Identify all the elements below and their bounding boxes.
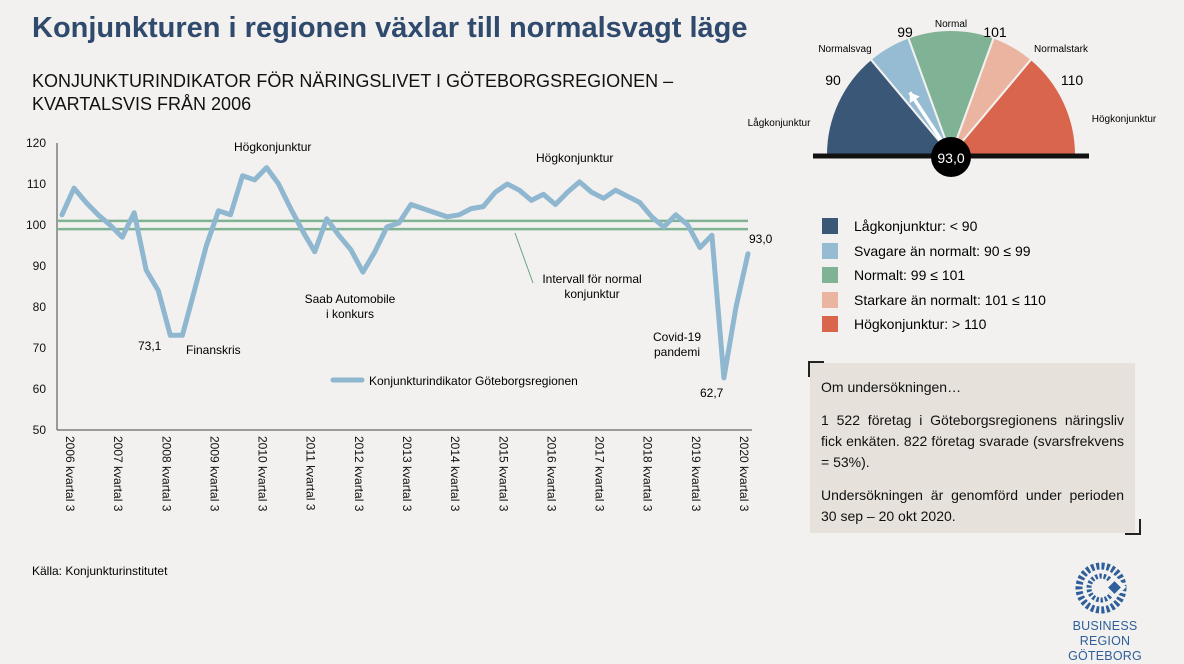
gauge-value-label: 93,0 (937, 150, 964, 166)
x-tick-label: 2015 kvartal 3 (496, 436, 510, 512)
annotation-min-2008: 73,1 (138, 339, 162, 353)
survey-info-box: Om undersökningen… 1 522 företag i Göteb… (810, 363, 1135, 533)
legend-swatch (822, 243, 838, 259)
gauge-label-hogkonjunktur: Högkonjunktur (1092, 114, 1157, 125)
x-tick-label: 2017 kvartal 3 (593, 436, 607, 512)
x-tick-label: 2011 kvartal 3 (304, 436, 318, 511)
source-note: Källa: Konjunkturinstitutet (32, 564, 167, 578)
gauge-boundary-101: 101 (983, 24, 1007, 40)
legend-label: Normalt: 99 ≤ 101 (854, 267, 965, 283)
x-tick-label: 2020 kvartal 3 (737, 436, 751, 512)
legend-item: Högkonjunktur: > 110 (822, 312, 1046, 337)
logo-line-2: GÖTEBORG (1050, 649, 1160, 664)
gauge-legend: Lågkonjunktur: < 90 Svagare än normalt: 9… (822, 214, 1046, 337)
gauge-boundary-110: 110 (1061, 72, 1084, 88)
gauge-label-lagkonjunktur: Lågkonjunktur (748, 117, 811, 129)
y-tick-label: 50 (33, 423, 47, 437)
annotation-last-value: 93,0 (749, 232, 773, 246)
gauge-label-normalsvag: Normalsvag (818, 44, 871, 55)
legend-swatch (822, 292, 838, 308)
gauge-chart: 93,0 90 99 101 110 Lågkonjunktur Normalsvag Nor… (0, 0, 1184, 200)
gauge-boundary-99: 99 (897, 24, 913, 40)
info-paragraph-responses: 1 522 företag i Göteborgsregionens närin… (821, 410, 1124, 473)
legend-swatch (822, 218, 838, 234)
legend-label: Svagare än normalt: 90 ≤ 99 (854, 243, 1031, 259)
info-corner-top-left (808, 361, 824, 377)
x-tick-label: 2009 kvartal 3 (207, 436, 221, 512)
x-tick-label: 2006 kvartal 3 (63, 436, 77, 512)
legend-item: Lågkonjunktur: < 90 (822, 214, 1046, 239)
info-paragraph-period: Undersökningen är genomförd under period… (821, 485, 1124, 527)
x-tick-label: 2007 kvartal 3 (111, 436, 125, 512)
gauge-boundary-90: 90 (825, 72, 841, 88)
gauge-label-normal: Normal (935, 19, 967, 30)
x-tick-label: 2010 kvartal 3 (256, 436, 270, 512)
y-tick-label: 90 (33, 259, 47, 273)
intervall-leader-line (515, 233, 533, 283)
x-tick-label: 2016 kvartal 3 (544, 436, 558, 512)
legend-item: Svagare än normalt: 90 ≤ 99 (822, 239, 1046, 264)
x-tick-label: 2018 kvartal 3 (641, 436, 655, 512)
legend-label: Högkonjunktur: > 110 (854, 316, 986, 332)
logo-line-1: BUSINESS REGION (1050, 619, 1160, 649)
x-tick-label: 2019 kvartal 3 (689, 436, 703, 512)
info-corner-bottom-right (1125, 519, 1141, 535)
x-tick-label: 2008 kvartal 3 (159, 436, 173, 512)
x-tick-label: 2013 kvartal 3 (400, 436, 414, 512)
legend-item: Starkare än normalt: 101 ≤ 110 (822, 288, 1046, 313)
x-tick-label: 2014 kvartal 3 (448, 436, 462, 512)
x-tick-label: 2012 kvartal 3 (352, 436, 366, 512)
y-tick-label: 60 (33, 382, 47, 396)
y-tick-label: 100 (26, 218, 46, 232)
info-heading: Om undersökningen… (821, 377, 1124, 398)
y-tick-label: 70 (33, 341, 47, 355)
chart-legend-label: Konjunkturindikator Göteborgsregionen (369, 374, 578, 388)
legend-item: Normalt: 99 ≤ 101 (822, 263, 1046, 288)
legend-label: Lågkonjunktur: < 90 (854, 218, 977, 234)
logo-icon (1075, 562, 1135, 614)
gauge-label-normalstark: Normalstark (1034, 44, 1089, 55)
legend-swatch (822, 316, 838, 332)
legend-label: Starkare än normalt: 101 ≤ 110 (854, 292, 1046, 308)
y-tick-label: 80 (33, 300, 47, 314)
annotation-finanskris: Finanskris (186, 343, 241, 357)
legend-swatch (822, 267, 838, 283)
annotation-min-2020: 62,7 (700, 386, 724, 400)
